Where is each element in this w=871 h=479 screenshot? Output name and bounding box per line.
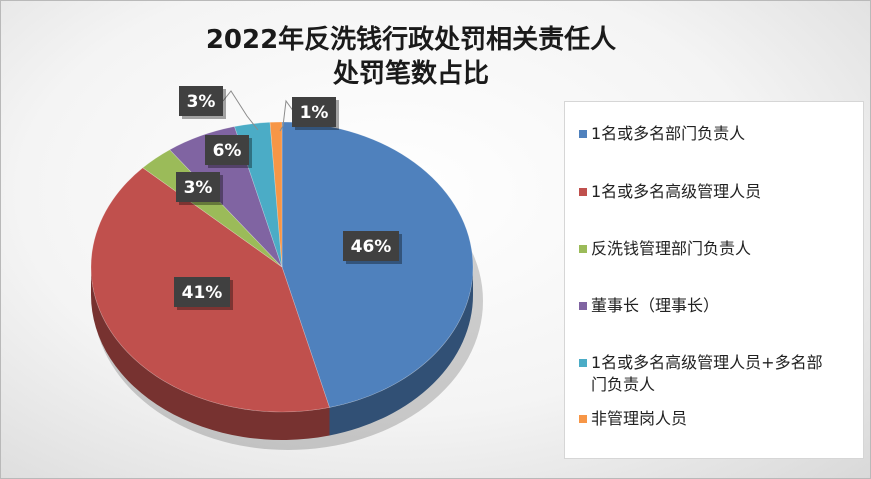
data-label-text-senior-plus-dept: 3% <box>187 92 216 112</box>
legend-label-aml-dept-head: 反洗钱管理部门负责人 <box>591 239 752 258</box>
legend-item-non-management: 非管理岗人员 <box>579 408 859 430</box>
data-label-text-dept-heads: 46% <box>351 237 392 257</box>
legend-item-dept-heads: 1名或多名部门负责人 <box>579 123 859 145</box>
legend-label-chairman: 董事长（理事长） <box>591 296 720 315</box>
legend-label-senior-managers: 1名或多名高级管理人员 <box>591 182 762 201</box>
legend-item-aml-dept-head: 反洗钱管理部门负责人 <box>579 238 859 260</box>
data-label-box-aml-dept-head <box>176 172 220 202</box>
pie-slice-non-management <box>269 121 283 268</box>
data-label-text-aml-dept-head: 3% <box>184 178 213 198</box>
legend-label-senior-plus-dept-line-1: 1名或多名高级管理人员+多名部 <box>591 353 823 372</box>
legend-label-senior-plus-dept-line-2: 门负责人 <box>591 375 656 394</box>
data-label-box-non-management <box>292 97 336 127</box>
data-label-box-chairman <box>205 135 249 165</box>
data-label-box-senior-plus-dept <box>179 86 223 116</box>
data-label-text-chairman: 6% <box>213 141 242 161</box>
leader-line-senior-plus-dept <box>222 90 259 131</box>
pie-side-senior-managers <box>91 267 330 440</box>
pie-side-dept-heads <box>329 267 474 436</box>
data-label-aml-dept-head: 3% <box>176 172 223 205</box>
data-label-senior-managers: 41% <box>174 277 233 310</box>
legend-swatch-non-management <box>579 415 587 423</box>
leader-line-non-management <box>279 99 295 132</box>
legend-swatch-aml-dept-head <box>579 245 587 253</box>
data-label-senior-plus-dept: 3% <box>179 86 226 119</box>
chart-title: 2022年反洗钱行政处罚相关责任人 处罚笔数占比 <box>151 23 671 91</box>
legend-swatch-dept-heads <box>579 130 587 138</box>
chart-title-line-2: 处罚笔数占比 <box>332 59 489 89</box>
legend-swatch-chairman <box>579 302 587 310</box>
data-label-non-management: 1% <box>292 97 339 130</box>
legend-swatch-senior-plus-dept <box>579 359 587 367</box>
legend-item-senior-managers: 1名或多名高级管理人员 <box>579 181 859 203</box>
legend-swatch-senior-managers <box>579 188 587 196</box>
data-label-chairman: 6% <box>205 135 252 168</box>
legend-label-non-management: 非管理岗人员 <box>591 409 688 428</box>
legend: 1名或多名部门负责人 1名或多名高级管理人员 反洗钱管理部门负责人 董事长（理事… <box>564 101 864 459</box>
legend-label-dept-heads: 1名或多名部门负责人 <box>591 124 746 143</box>
data-label-box-dept-heads <box>343 231 399 261</box>
data-label-dept-heads: 46% <box>343 231 402 264</box>
data-label-text-non-management: 1% <box>300 103 329 123</box>
legend-item-senior-plus-dept: 1名或多名高级管理人员+多名部 门负责人 <box>579 352 859 396</box>
pie-slice-chairman <box>169 126 283 268</box>
data-label-text-senior-managers: 41% <box>182 283 223 303</box>
chart-title-line-1: 2022年反洗钱行政处罚相关责任人 <box>205 25 617 55</box>
pie-slice-dept-heads <box>281 121 474 408</box>
legend-item-chairman: 董事长（理事长） <box>579 295 859 317</box>
data-label-box-senior-managers <box>174 277 230 307</box>
